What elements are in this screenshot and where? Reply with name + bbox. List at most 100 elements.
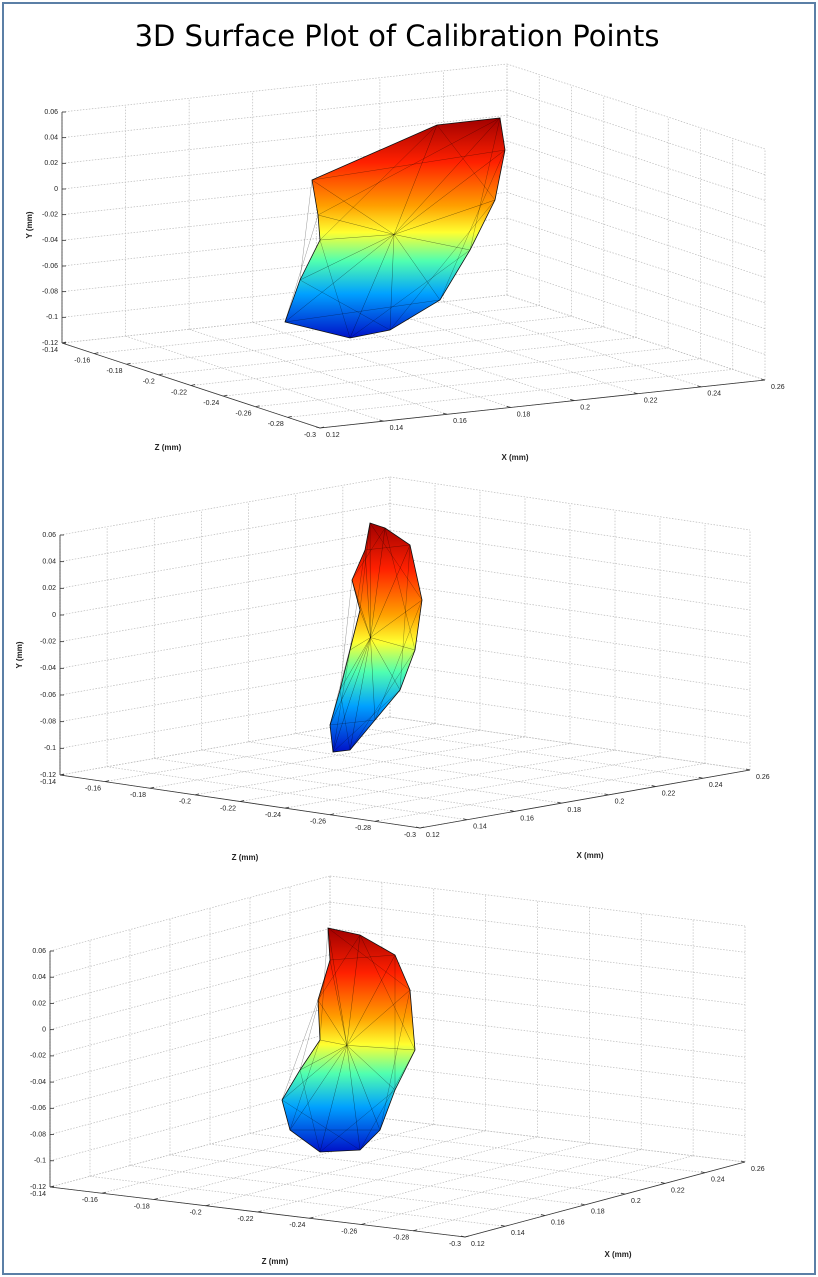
x-axis (464, 1161, 746, 1238)
grid-line (329, 1085, 746, 1137)
mesh-edge (319, 1039, 347, 1046)
z-tick-label: -0.14 (40, 779, 56, 786)
x-tick (463, 818, 468, 821)
grid-line (223, 347, 669, 397)
mesh-edge (374, 599, 423, 721)
y-tick-label: -0.02 (40, 639, 56, 646)
z-tick-label: -0.18 (134, 1203, 150, 1210)
mesh-edge (289, 1045, 348, 1131)
mesh-edge (349, 234, 395, 339)
grid-line (61, 63, 508, 113)
mesh-edge (329, 954, 396, 961)
grid-line (153, 1124, 434, 1200)
grid-line (59, 529, 391, 589)
z-tick-label: -0.28 (393, 1235, 409, 1242)
x-tick-label: 0.26 (756, 774, 770, 781)
grid-line (389, 529, 751, 584)
z-tick-label: -0.2 (179, 799, 191, 806)
grid-line (443, 301, 702, 388)
y-tick-label: -0.02 (30, 1053, 46, 1060)
y-tick-label: -0.04 (40, 665, 56, 672)
mesh-edge (351, 527, 386, 581)
mesh-edge (436, 124, 496, 201)
z-tick-label: -0.28 (355, 825, 371, 832)
z-tick (194, 793, 200, 796)
y-tick-label: -0.06 (42, 263, 58, 270)
mesh-edge (399, 544, 411, 691)
grid-line (379, 308, 638, 395)
x-tick-label: 0.24 (709, 782, 723, 789)
mesh-edge (319, 927, 329, 1041)
grid-line (506, 269, 766, 355)
grid-line (59, 636, 391, 696)
z-tick-label: -0.3 (404, 832, 416, 839)
x-tick-label: 0.2 (615, 799, 625, 806)
z-axis-label: Z (mm) (262, 1257, 289, 1266)
grid-line (49, 1032, 331, 1109)
mesh-edge (329, 609, 361, 726)
y-tick-label: 0.06 (44, 109, 58, 116)
mesh-edge (299, 279, 391, 331)
y-tick-label: 0.02 (32, 1000, 46, 1007)
grid-line (506, 166, 766, 252)
grid-line (59, 609, 391, 669)
mesh-edge (393, 199, 496, 235)
grid-line (506, 115, 766, 201)
mesh-edge (359, 522, 371, 611)
grid-line (248, 741, 609, 796)
surface (329, 522, 423, 753)
grid-line (101, 1117, 382, 1194)
mesh-edge (346, 1045, 416, 1051)
mesh-edge (359, 1049, 416, 1151)
grid-line (209, 1143, 626, 1195)
grid-line (329, 901, 746, 953)
mesh-edge (299, 234, 395, 281)
x-tick (580, 1203, 586, 1206)
grid-line (506, 192, 766, 278)
grid-line (49, 954, 331, 1031)
z-tick (205, 1204, 210, 1207)
mesh-edge (389, 199, 496, 331)
mesh-edge (332, 649, 351, 753)
grid-line (126, 315, 572, 365)
y-axis-label: Y (mm) (15, 641, 24, 668)
grid-line (329, 875, 746, 927)
mesh-edge (349, 549, 366, 651)
x-tick (500, 1224, 506, 1227)
x-tick (315, 426, 321, 429)
mesh-edge (319, 1045, 348, 1153)
mesh-edge (299, 1045, 347, 1071)
y-tick-label: -0.1 (46, 314, 58, 321)
grid-line (309, 1142, 590, 1219)
y-tick-label: -0.04 (30, 1079, 46, 1086)
x-tick (697, 385, 702, 388)
grid-line (361, 1149, 642, 1225)
grid-line (49, 1006, 331, 1083)
mesh-edge (370, 637, 376, 721)
mesh-edge (393, 149, 506, 235)
y-tick-label: 0.04 (44, 135, 58, 142)
x-tick-label: 0.14 (390, 425, 404, 432)
mesh-edge (346, 934, 361, 1046)
y-tick-label: -0.1 (44, 745, 56, 752)
z-tick-label: -0.3 (449, 1241, 461, 1248)
grid-line (255, 358, 701, 408)
x-tick-label: 0.22 (671, 1187, 685, 1194)
surface (281, 927, 416, 1153)
mesh-edge (281, 1045, 347, 1101)
y-tick-label: 0.04 (32, 974, 46, 981)
z-tick (361, 1223, 366, 1225)
mesh-edge (319, 239, 351, 339)
mesh-edge (339, 579, 353, 691)
z-tick-label: -0.14 (42, 347, 58, 354)
z-tick (101, 1191, 106, 1194)
mesh-edge (329, 637, 371, 726)
x-tick-label: 0.26 (771, 384, 785, 391)
grid-line (506, 217, 766, 304)
z-tick (419, 826, 425, 829)
grid-line (506, 243, 766, 329)
z-tick (94, 352, 99, 355)
grid-line (59, 583, 391, 643)
grid-line (201, 749, 562, 804)
